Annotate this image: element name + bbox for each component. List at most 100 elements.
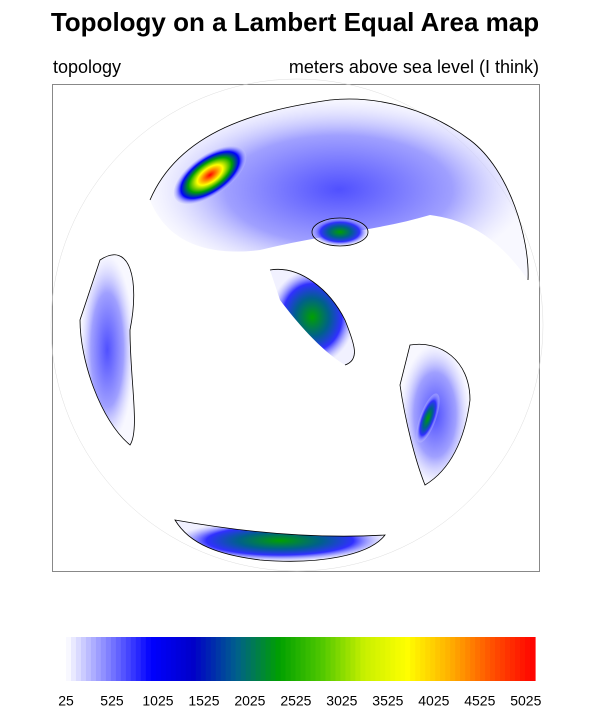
colorbar-cell (435, 637, 441, 681)
colorbar-cell (420, 637, 426, 681)
coastline (149, 98, 529, 281)
colorbar-cell (520, 637, 526, 681)
antarctica (175, 520, 385, 562)
colorbar-tick-label: 2025 (234, 693, 265, 709)
colorbar-tick-label: 4025 (418, 693, 449, 709)
colorbar-cell (455, 637, 461, 681)
colorbar-cell (275, 637, 282, 681)
colorbar-cell (110, 637, 117, 681)
colorbar-cell (395, 637, 401, 681)
coastline (399, 343, 471, 486)
coastline (174, 519, 386, 562)
colorbar-cell (180, 637, 187, 681)
title: Topology on a Lambert Equal Area map (51, 7, 539, 37)
colorbar-cell (330, 637, 337, 681)
left-string: topology (53, 57, 121, 77)
colorbar-cell (445, 637, 451, 681)
colorbar-cell (450, 637, 456, 681)
colorbar-cell (510, 637, 516, 681)
colorbar-cell (85, 637, 92, 681)
colorbar-cell (360, 637, 366, 681)
colorbar-cell (105, 637, 112, 681)
colorbar-cell (500, 637, 506, 681)
colorbar-cell (200, 637, 207, 681)
colorbar-cell (130, 637, 137, 681)
colorbar-cell (165, 637, 172, 681)
colorbar-cell (140, 637, 147, 681)
colorbar-cell (265, 637, 272, 681)
coastline (79, 254, 135, 446)
colorbar-tick-label: 4525 (464, 693, 495, 709)
colorbar-cell (115, 637, 122, 681)
colorbar-cell (125, 637, 132, 681)
colorbar-cell (465, 637, 471, 681)
colorbar-cell (195, 637, 202, 681)
colorbar-cell (150, 637, 157, 681)
colorbar-cell (320, 637, 327, 681)
colorbar-cell (160, 637, 167, 681)
colorbar-cell (430, 637, 436, 681)
colorbar-tick-label: 525 (100, 693, 124, 709)
tibet (173, 145, 247, 205)
colorbar-cell (155, 637, 162, 681)
colorbar-cell (530, 637, 536, 681)
colorbar-cell (525, 637, 531, 681)
colorbar: 25 525 1025 1525 2025 2525 3025 3525 4025 4525 502… (58, 637, 542, 709)
colorbar-cell (260, 637, 267, 681)
colorbar-cell (75, 637, 82, 681)
colorbar-cell (460, 637, 466, 681)
colorbar-cell (80, 637, 87, 681)
colorbar-cell (245, 637, 252, 681)
colorbar-cell (255, 637, 262, 681)
right-string: meters above sea level (I think) (289, 57, 539, 77)
colorbar-cell (135, 637, 142, 681)
globe-edge (50, 78, 544, 572)
colorbar-cell (410, 637, 416, 681)
eurasia (150, 99, 529, 281)
colorbar-cell (405, 637, 411, 681)
colorbar-tick-label: 2525 (280, 693, 311, 709)
north-america (270, 269, 355, 365)
colorbar-cell (66, 637, 72, 681)
colorbar-cell (250, 637, 257, 681)
colorbar-cell (340, 637, 347, 681)
colorbar-cell (205, 637, 212, 681)
colorbar-cell (345, 637, 351, 681)
colorbar-cell (415, 637, 421, 681)
colorbar-tick-label: 1025 (142, 693, 173, 709)
colorbar-tick-label: 3525 (372, 693, 403, 709)
colorbar-cell (270, 637, 277, 681)
colorbar-cell (335, 637, 342, 681)
colorbar-tick-label: 1525 (188, 693, 219, 709)
colorbar-cell (100, 637, 107, 681)
andes (416, 393, 440, 443)
colorbar-cell (315, 637, 322, 681)
colorbar-cell (235, 637, 242, 681)
colorbar-cell (495, 637, 501, 681)
colorbar-cell (215, 637, 222, 681)
coastline (311, 217, 369, 247)
colorbar-cell (370, 637, 376, 681)
colorbar-cell (280, 637, 287, 681)
colorbar-cell (210, 637, 217, 681)
colorbar-cell (365, 637, 371, 681)
colorbar-cell (355, 637, 361, 681)
colorbar-cell (290, 637, 297, 681)
colorbar-cell (325, 637, 332, 681)
colorbar-cell (515, 637, 521, 681)
greenland (312, 218, 368, 246)
colorbar-cell (375, 637, 381, 681)
africa (80, 254, 135, 445)
colorbar-cell (145, 637, 152, 681)
colorbar-cell (95, 637, 102, 681)
colorbar-cell (175, 637, 182, 681)
colorbar-cell (390, 637, 396, 681)
colorbar-cell (90, 637, 97, 681)
colorbar-cell (295, 637, 302, 681)
colorbar-cell (350, 637, 356, 681)
colorbar-cell (425, 637, 431, 681)
colorbar-cell (230, 637, 237, 681)
colorbar-cell (385, 637, 391, 681)
colorbar-cell (185, 637, 192, 681)
